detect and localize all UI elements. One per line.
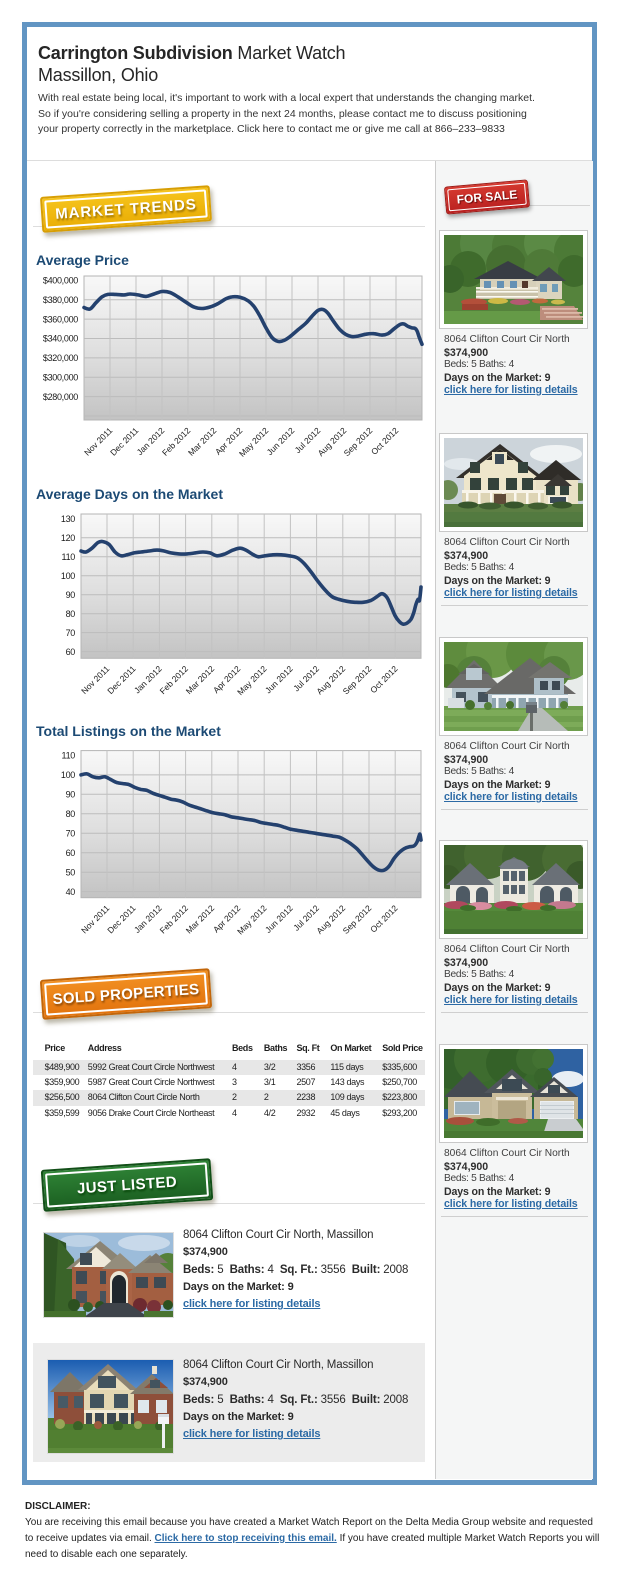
svg-text:80: 80 bbox=[66, 809, 76, 819]
svg-text:Dec 2011: Dec 2011 bbox=[108, 425, 141, 458]
svg-text:Oct 2012: Oct 2012 bbox=[369, 425, 401, 457]
svg-text:Oct 2012: Oct 2012 bbox=[368, 903, 400, 935]
svg-text:100: 100 bbox=[61, 770, 75, 780]
svg-text:Mar 2012: Mar 2012 bbox=[184, 903, 217, 936]
svg-text:100: 100 bbox=[61, 571, 75, 581]
svg-text:Dec 2011: Dec 2011 bbox=[105, 903, 138, 936]
svg-text:Sep 2012: Sep 2012 bbox=[341, 663, 374, 696]
svg-text:130: 130 bbox=[61, 514, 75, 524]
svg-text:60: 60 bbox=[66, 647, 76, 657]
svg-text:$280,000: $280,000 bbox=[43, 392, 78, 402]
svg-text:Jun 2012: Jun 2012 bbox=[263, 663, 295, 695]
svg-text:Jun 2012: Jun 2012 bbox=[263, 903, 295, 935]
svg-text:110: 110 bbox=[62, 552, 76, 562]
svg-text:40: 40 bbox=[66, 887, 76, 897]
svg-text:80: 80 bbox=[66, 609, 76, 619]
svg-text:$380,000: $380,000 bbox=[43, 295, 78, 305]
svg-text:70: 70 bbox=[66, 628, 76, 638]
svg-text:$360,000: $360,000 bbox=[43, 314, 78, 324]
svg-text:Mar 2012: Mar 2012 bbox=[184, 663, 217, 696]
svg-text:Dec 2011: Dec 2011 bbox=[105, 663, 138, 696]
svg-text:90: 90 bbox=[66, 590, 76, 600]
svg-text:Oct 2012: Oct 2012 bbox=[368, 663, 400, 695]
svg-text:120: 120 bbox=[61, 533, 75, 543]
svg-text:$340,000: $340,000 bbox=[43, 334, 78, 344]
svg-text:Jun 2012: Jun 2012 bbox=[265, 425, 297, 457]
svg-text:110: 110 bbox=[62, 751, 76, 761]
svg-text:Mar 2012: Mar 2012 bbox=[186, 425, 219, 458]
svg-text:70: 70 bbox=[66, 828, 76, 838]
svg-text:$400,000: $400,000 bbox=[43, 276, 78, 286]
svg-text:Sep 2012: Sep 2012 bbox=[341, 903, 374, 936]
svg-text:50: 50 bbox=[66, 867, 76, 877]
svg-text:90: 90 bbox=[66, 790, 76, 800]
svg-text:60: 60 bbox=[66, 848, 76, 858]
svg-text:$300,000: $300,000 bbox=[43, 372, 78, 382]
svg-text:Sep 2012: Sep 2012 bbox=[342, 425, 375, 458]
svg-text:$320,000: $320,000 bbox=[43, 353, 78, 363]
